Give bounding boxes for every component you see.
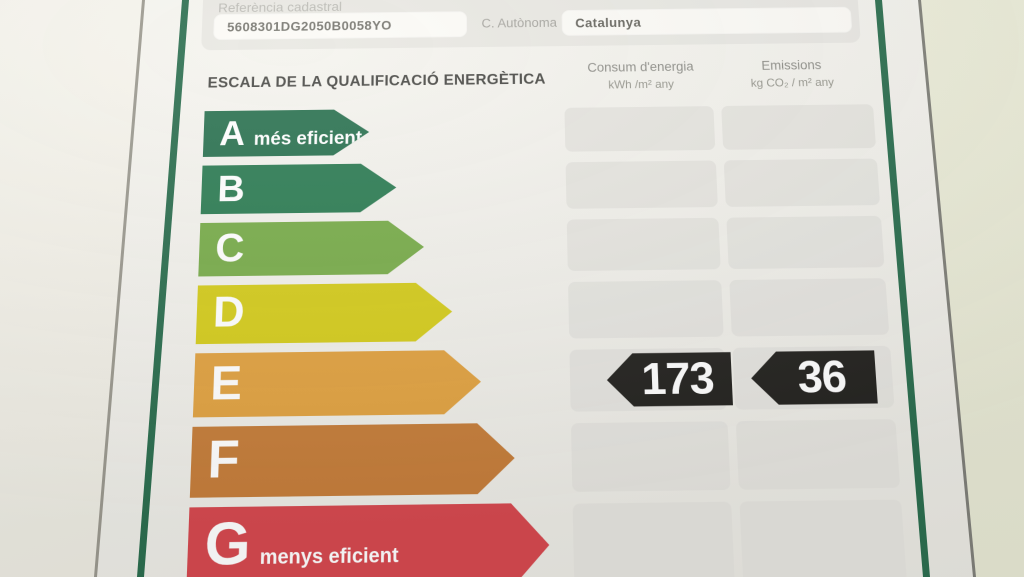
consumption-cell (565, 160, 718, 209)
consumption-cell: 173 (569, 347, 727, 412)
rating-row-g: G menys eficient (140, 499, 907, 577)
rating-letter-a: A (218, 113, 246, 153)
rating-arrow-g: G menys eficient (186, 503, 550, 577)
emissions-cell (726, 215, 885, 270)
consumption-cell (568, 280, 724, 339)
emissions-cell (721, 104, 877, 150)
emissions-value: 36 (796, 351, 848, 403)
rating-note-a: més eficient (253, 128, 363, 150)
rating-note-g: menys eficient (259, 544, 399, 570)
emissions-cell (739, 499, 907, 577)
rating-letter-c: C (214, 226, 246, 271)
region-label: C. Autònoma (481, 15, 558, 31)
header-form-panel: Referència cadastral 5608301DG2050B0058Y… (201, 0, 861, 51)
cadastral-ref-value: 5608301DG2050B0058YO (226, 18, 392, 34)
rating-row-d: D (151, 277, 890, 344)
emissions-cell (735, 419, 901, 490)
emissions-value-badge: 36 (750, 350, 878, 405)
consumption-column-label: Consum d'energia (587, 59, 694, 75)
emissions-cell: 36 (732, 345, 895, 410)
scale-title: ESCALA DE LA QUALIFICACIÓ ENERGÈTICA (207, 71, 546, 92)
consumption-cell (566, 217, 721, 272)
emissions-cell (723, 158, 881, 207)
rating-letter-e: E (209, 355, 243, 410)
rating-row-a: A més eficient (159, 103, 877, 157)
consumption-cell (572, 501, 735, 577)
consumption-cell (564, 106, 716, 152)
rating-row-e: E 173 36 (148, 345, 895, 418)
rating-arrow-d: D (196, 282, 453, 344)
rating-arrow-f: F (190, 423, 515, 498)
consumption-value-badge: 173 (606, 352, 733, 407)
region-field: Catalunya (561, 6, 853, 36)
consumption-column-header: Consum d'energia kWh /m² any (558, 59, 725, 92)
rating-row-c: C (154, 215, 885, 277)
emissions-column-label: Emissions (761, 57, 822, 73)
rating-letter-b: B (216, 168, 246, 211)
rating-row-b: B (157, 158, 881, 215)
rating-letter-g: G (203, 508, 252, 577)
rating-arrow-e: E (193, 350, 481, 418)
emissions-column-unit: kg CO₂ / m² any (750, 75, 835, 90)
rating-arrow-a: A més eficient (203, 109, 370, 157)
region-value: Catalunya (575, 15, 642, 30)
rating-arrow-c: C (198, 220, 424, 276)
consumption-column-unit: kWh /m² any (608, 77, 675, 92)
consumption-cell (570, 421, 731, 492)
certificate-content: Referència cadastral 5608301DG2050B0058Y… (136, 0, 907, 577)
emissions-cell (729, 278, 890, 337)
consumption-value: 173 (640, 353, 715, 405)
ratings-scale: A més eficient B C (140, 103, 907, 577)
emissions-column-header: Emissions kg CO₂ / m² any (708, 57, 875, 90)
rating-letter-d: D (212, 287, 246, 337)
cadastral-ref-field: 5608301DG2050B0058YO (213, 11, 468, 40)
rating-letter-f: F (206, 429, 241, 490)
rating-row-f: F (144, 418, 901, 498)
rating-arrow-b: B (201, 163, 397, 214)
